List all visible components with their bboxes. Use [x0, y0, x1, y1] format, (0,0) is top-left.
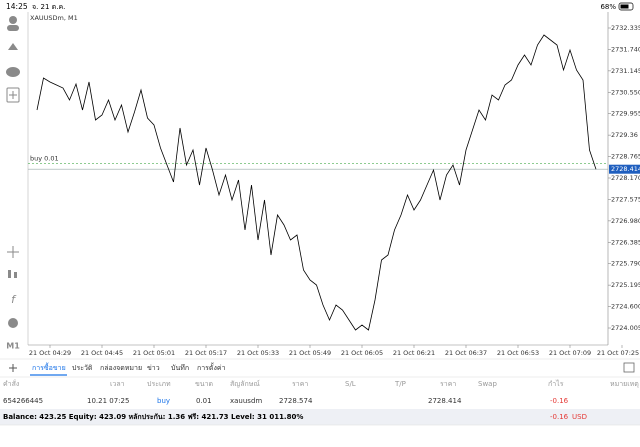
column-header: S/L — [345, 380, 356, 388]
cell-volume[interactable]: 0.01 — [196, 397, 212, 405]
tab[interactable]: ประวัติ — [72, 364, 93, 372]
y-tick-label: 2731.740 — [611, 45, 640, 53]
layout-button[interactable] — [623, 362, 635, 373]
tab[interactable]: ข่าว — [147, 364, 160, 372]
y-tick-label: 2732.335 — [611, 24, 640, 32]
x-tick-label: 21 Oct 06:37 — [445, 349, 487, 357]
battery-level — [620, 4, 629, 9]
tab[interactable]: บันทึก — [171, 363, 189, 372]
x-tick-label: 21 Oct 04:29 — [29, 349, 71, 357]
account-icon[interactable] — [9, 16, 17, 24]
indicator-icon[interactable] — [8, 270, 11, 278]
y-tick-label: 2728.170 — [611, 174, 640, 182]
y-tick-label: 2729.955 — [611, 110, 640, 118]
price-line — [36, 34, 597, 331]
status-date: จ. 21 ต.ค. — [32, 3, 65, 11]
column-header: ราคา — [292, 380, 308, 388]
x-tick-label: 21 Oct 05:33 — [237, 349, 279, 357]
y-tick-label: 2726.980 — [611, 217, 640, 225]
chat-icon[interactable] — [6, 67, 20, 77]
x-tick-label: 21 Oct 05:49 — [289, 349, 331, 357]
new-order-icon[interactable] — [6, 87, 20, 103]
new-order-plus — [9, 91, 17, 99]
summary-background — [0, 409, 640, 425]
column-header: ประเภท — [147, 380, 171, 388]
cell-type[interactable]: buy — [157, 397, 170, 405]
cell-open-price[interactable]: 2728.574 — [279, 397, 313, 405]
x-tick-label: 21 Oct 07:09 — [549, 349, 591, 357]
order-line-label: buy 0.01 — [30, 154, 59, 162]
status-time: 14:25 — [6, 2, 28, 11]
y-tick-label: 2727.575 — [611, 195, 640, 203]
battery-text: 68% — [600, 3, 616, 11]
column-header: T/P — [394, 380, 406, 388]
left-toolbar[interactable]: f M1 — [6, 16, 20, 351]
column-header: หมายเหตุ — [610, 380, 639, 388]
function-icon[interactable]: f — [11, 293, 17, 306]
current-price-box — [609, 164, 640, 174]
x-tick-label: 21 Oct 05:17 — [185, 349, 227, 357]
y-tick-label: 2724.005 — [611, 324, 640, 332]
column-header: Swap — [478, 380, 497, 388]
chart-symbol: XAUUSDm, M1 — [30, 14, 78, 22]
y-tick-label: 2728.765 — [611, 153, 640, 161]
x-tick-label: 21 Oct 06:53 — [497, 349, 539, 357]
column-header: สัญลักษณ์ — [230, 380, 260, 388]
account-summary: Balance: 423.25 Equity: 423.09 หลักประกั… — [3, 413, 303, 421]
tab[interactable]: กล่องจดหมาย — [100, 364, 142, 372]
current-price-label: 2728.414 — [611, 165, 640, 173]
total-profit: -0.16 — [550, 413, 569, 421]
column-header: กำไร — [548, 379, 564, 388]
x-tick-label: 21 Oct 06:05 — [341, 349, 383, 357]
indicator-icon-bar — [14, 272, 17, 278]
x-tick-label: 21 Oct 06:21 — [393, 349, 435, 357]
column-header: คำสั่ง — [3, 379, 19, 388]
currency: USD — [572, 413, 587, 421]
x-tick-label: 21 Oct 05:01 — [133, 349, 175, 357]
column-header: เวลา — [110, 380, 125, 388]
column-header: ราคา — [440, 380, 456, 388]
tab[interactable]: การตั้งค่า — [197, 361, 226, 372]
y-tick-label: 2725.790 — [611, 260, 640, 268]
add-button[interactable] — [9, 364, 17, 372]
timeframe-button[interactable]: M1 — [6, 342, 20, 351]
y-tick-label: 2729.36 — [611, 131, 638, 139]
account-icon-body — [7, 25, 19, 31]
x-tick-label: 21 Oct 04:45 — [81, 349, 123, 357]
cell-order[interactable]: 654266445 — [3, 397, 43, 405]
cell-profit[interactable]: -0.16 — [550, 397, 569, 405]
cell-symbol[interactable]: xauusdm — [230, 397, 262, 405]
y-tick-label: 2724.600 — [611, 303, 640, 311]
trade-icon[interactable] — [8, 43, 18, 50]
objects-icon[interactable] — [8, 318, 18, 328]
crosshair-icon[interactable] — [7, 246, 19, 258]
y-tick-label: 2725.195 — [611, 281, 640, 289]
y-tick-label: 2730.550 — [611, 88, 640, 96]
tab[interactable]: การซื้อขาย — [32, 361, 66, 372]
battery-icon — [618, 2, 634, 11]
column-header: ขนาด — [195, 380, 213, 388]
cell-price[interactable]: 2728.414 — [428, 397, 462, 405]
y-tick-label: 2726.385 — [611, 238, 640, 246]
x-tick-label: 21 Oct 07:25 — [597, 349, 639, 357]
y-tick-label: 2731.145 — [611, 67, 640, 75]
cell-time[interactable]: 10.21 07:25 — [87, 397, 129, 405]
